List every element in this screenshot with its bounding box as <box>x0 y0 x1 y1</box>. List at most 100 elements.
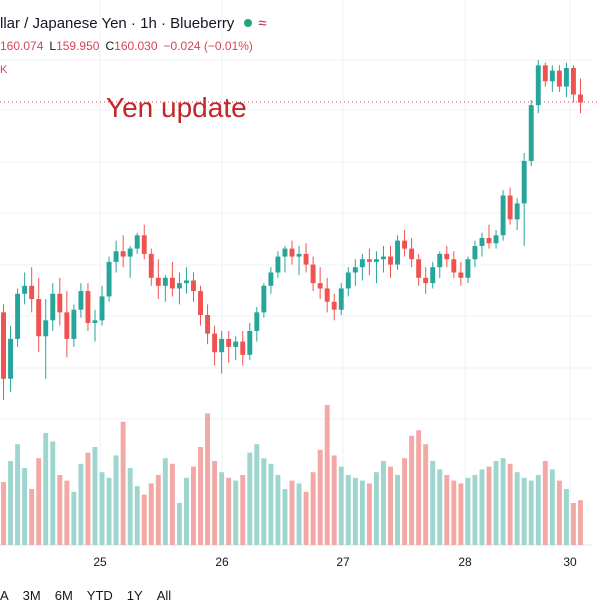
volume-bar <box>247 452 253 545</box>
ohlc-value-close: 160.030 <box>114 39 158 53</box>
volume-bar <box>388 466 393 545</box>
candle-body <box>78 291 84 310</box>
candle-body <box>85 291 91 323</box>
volume-bar <box>465 477 471 545</box>
volume-bar <box>317 449 323 545</box>
candle-body <box>465 259 471 278</box>
volume-bar <box>310 472 316 545</box>
range-button-a[interactable]: A <box>0 588 9 603</box>
candle-body <box>535 65 541 106</box>
volume-bar <box>507 463 513 545</box>
ohlc-value-change: −0.024 (−0.01%) <box>163 39 253 53</box>
candle-body <box>1 312 6 379</box>
candle-body <box>486 237 492 244</box>
volume-bar <box>176 503 182 545</box>
volume-bar <box>8 461 14 545</box>
candle-body <box>430 267 436 284</box>
candle-body <box>57 293 63 313</box>
volume-bar <box>486 466 492 545</box>
candle-body <box>395 240 401 265</box>
volume-bar <box>254 444 260 545</box>
volume-bar <box>373 472 379 545</box>
candle-body <box>155 277 161 286</box>
volume-bar <box>127 468 133 545</box>
candle-body <box>29 285 35 300</box>
volume-bar <box>275 475 281 545</box>
volume-bar <box>78 463 84 545</box>
volume-bar <box>472 475 478 545</box>
volume-bar <box>64 480 70 545</box>
candle-body <box>8 338 14 379</box>
volume-bar <box>205 413 211 545</box>
volume-bar <box>169 463 175 545</box>
volume-bar <box>549 469 555 545</box>
ohlc-label-close: C <box>105 39 115 53</box>
x-tick-label: 25 <box>93 555 107 569</box>
wave-indicator-icon[interactable]: ≈ <box>258 14 267 32</box>
chart-annotation-text: Yen update <box>106 92 247 123</box>
candle-body <box>120 251 126 257</box>
candle-body <box>240 341 246 355</box>
volume-bar <box>22 468 28 545</box>
volume-bar <box>268 463 274 545</box>
range-button-3m[interactable]: 3M <box>22 588 41 603</box>
chart-grid <box>0 0 592 546</box>
volume-bar <box>535 475 541 545</box>
volume-bar <box>479 469 485 545</box>
candle-body <box>233 341 239 347</box>
volume-bar <box>331 455 337 545</box>
candle-body <box>296 253 302 257</box>
candle-body <box>542 65 548 82</box>
symbol-title[interactable]: llar / Japanese Yen · 1h · Blueberry <box>0 14 235 32</box>
candle-body <box>338 288 344 310</box>
volume-bar <box>212 461 218 545</box>
candle-body <box>212 333 218 353</box>
volume-bar <box>57 475 63 545</box>
volume-bar <box>570 503 576 545</box>
volume-bar <box>141 494 147 545</box>
ohlc-label-low: L <box>49 39 57 53</box>
volume-bar <box>183 477 189 545</box>
x-tick-label: 27 <box>336 555 350 569</box>
range-button-1y[interactable]: 1Y <box>126 588 143 603</box>
volume-bar <box>451 480 457 545</box>
candle-body <box>402 240 408 249</box>
volume-bar <box>444 475 450 545</box>
candle-body <box>493 235 499 244</box>
candle-body <box>472 245 478 260</box>
candle-body <box>303 253 309 265</box>
volume-bar <box>542 461 548 545</box>
candle-body <box>289 248 295 257</box>
range-button-6m[interactable]: 6M <box>54 588 73 603</box>
range-button-all[interactable]: All <box>156 588 172 603</box>
volume-bar <box>338 466 344 545</box>
volume-bar <box>148 483 154 545</box>
candle-body <box>162 277 168 286</box>
volume-bar <box>282 489 288 545</box>
candle-body <box>219 338 225 353</box>
candle-body <box>359 259 365 268</box>
candle-body <box>92 320 98 323</box>
volume-bar <box>409 435 415 545</box>
volume-bar <box>289 480 295 545</box>
range-button-ytd[interactable]: YTD <box>86 588 113 603</box>
candle-body <box>570 67 576 95</box>
volume-bar <box>514 472 520 545</box>
volume-bars <box>1 405 583 545</box>
candle-body <box>106 261 112 297</box>
volume-bar <box>162 458 168 545</box>
candle-body <box>134 235 140 249</box>
volume-bar <box>120 421 126 545</box>
candle-body <box>409 248 415 260</box>
candle-body <box>113 251 119 262</box>
candle-body <box>317 283 323 289</box>
volume-bar <box>366 483 372 545</box>
candle-body <box>275 256 281 273</box>
volume-bar <box>578 500 583 545</box>
candle-body <box>43 320 49 337</box>
candle-body <box>437 253 443 268</box>
candle-body <box>226 338 232 347</box>
volume-bar <box>430 461 436 545</box>
candle-body <box>451 259 457 273</box>
